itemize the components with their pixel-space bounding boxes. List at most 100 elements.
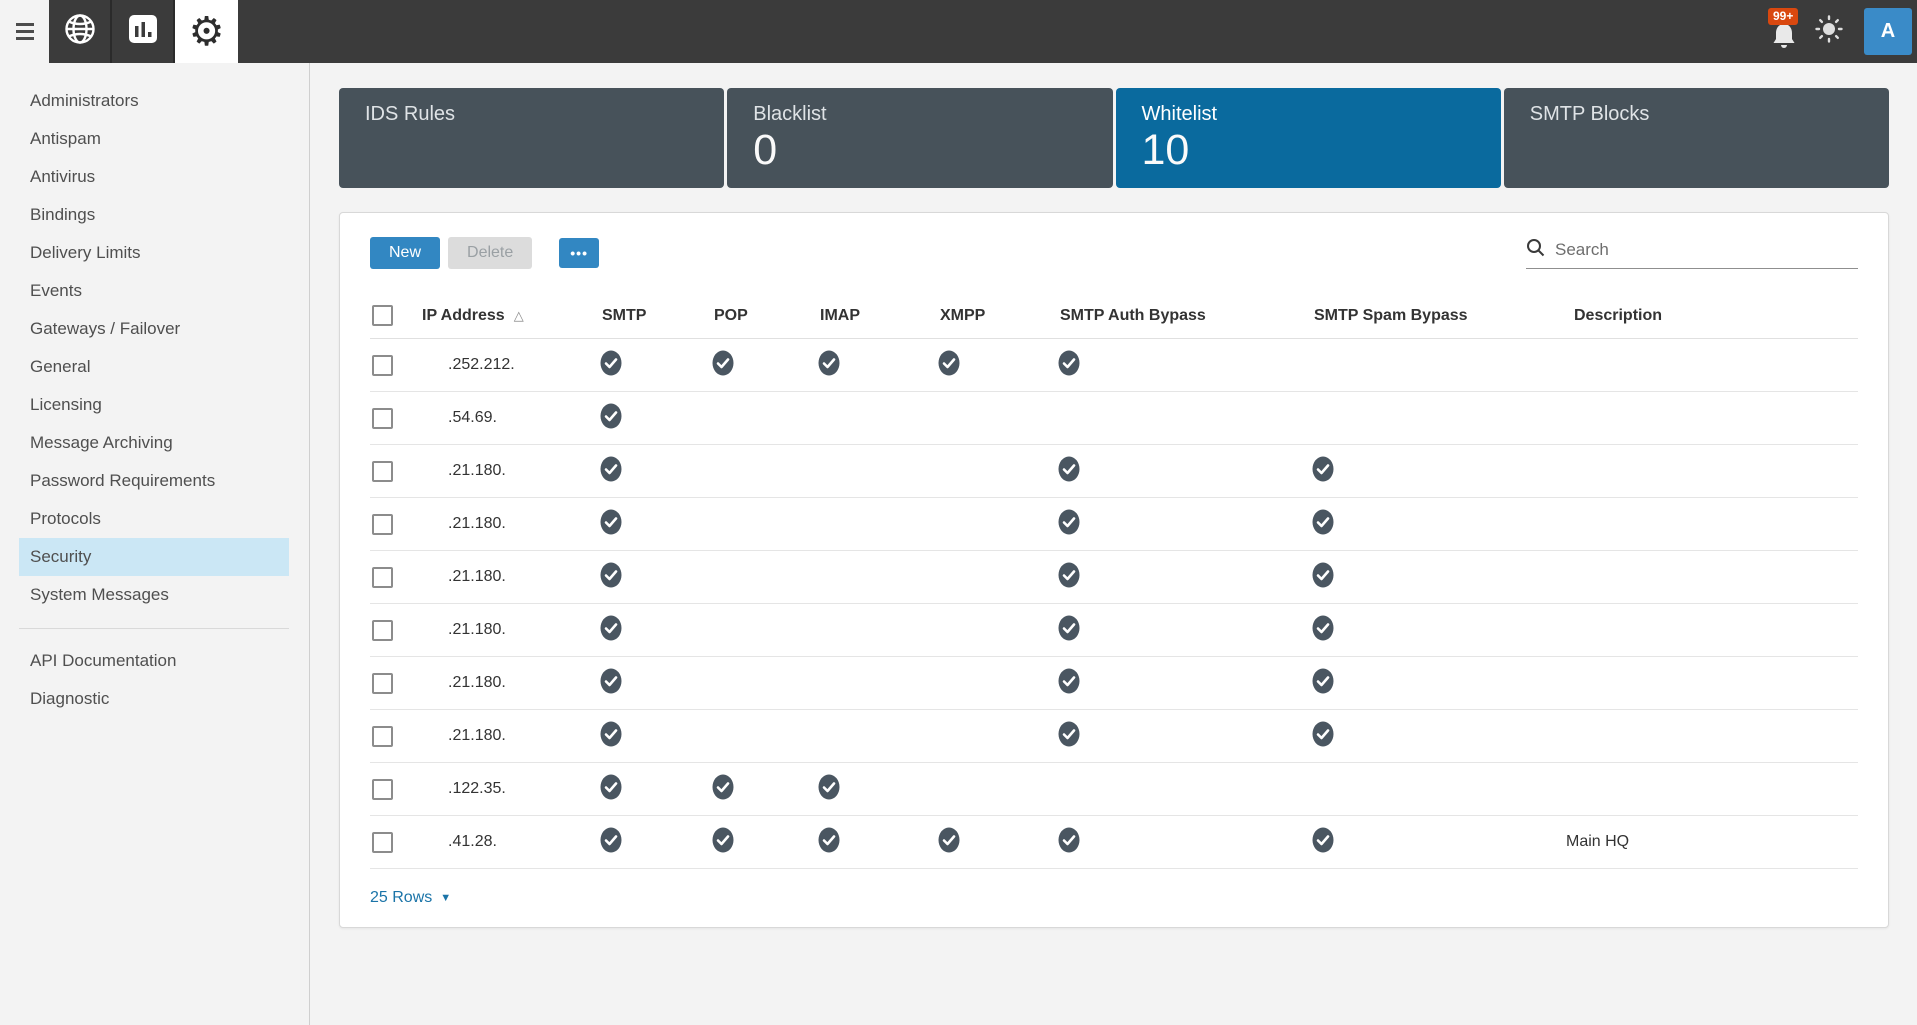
column-header-ip-address[interactable]: IP Address △	[422, 306, 524, 324]
column-header-xmpp[interactable]: XMPP	[940, 306, 986, 324]
sidebar-secondary-list: API Documentation Diagnostic	[0, 642, 309, 718]
column-header-pop[interactable]: POP	[714, 306, 748, 324]
auth-bypass-cell	[1046, 615, 1300, 646]
auth-bypass-cell	[1046, 456, 1300, 487]
row-checkbox[interactable]	[372, 831, 393, 853]
more-actions-button[interactable]: •••	[559, 238, 599, 268]
rows-per-page[interactable]: 25 Rows ▼	[370, 889, 451, 907]
table-row[interactable]: .41.28. Main HQ	[370, 816, 1858, 869]
check-icon	[938, 350, 960, 381]
sidebar-item-events[interactable]: Events	[30, 281, 82, 300]
sidebar-item-general[interactable]: General	[30, 357, 91, 376]
table-row[interactable]: .21.180.	[370, 710, 1858, 763]
table-header-row: IP Address △ SMTP POP IMAP XMPP SMTP Auth Bypa…	[370, 293, 1858, 339]
table-row[interactable]: .21.180.	[370, 657, 1858, 710]
column-header-imap[interactable]: IMAP	[820, 306, 860, 324]
select-all-checkbox[interactable]	[372, 305, 393, 326]
row-checkbox[interactable]	[372, 354, 393, 376]
sidebar-item-licensing[interactable]: Licensing	[30, 395, 102, 414]
ip-address-cell: .54.69.	[448, 409, 497, 426]
toolbar: New Delete •••	[370, 237, 1858, 269]
row-checkbox[interactable]	[372, 619, 393, 641]
spam-bypass-cell	[1300, 615, 1550, 646]
row-checkbox-cell	[370, 354, 418, 376]
tab-card-label: Whitelist	[1141, 103, 1218, 125]
table-row[interactable]: .54.69.	[370, 392, 1858, 445]
sidebar-item-diagnostic[interactable]: Diagnostic	[30, 689, 110, 708]
avatar[interactable]: A	[1864, 8, 1912, 55]
smtp-cell	[588, 668, 700, 699]
table-row[interactable]: .21.180.	[370, 551, 1858, 604]
new-button[interactable]: New	[370, 237, 441, 269]
sidebar-item-message-archiving[interactable]: Message Archiving	[30, 433, 173, 452]
sidebar-item-delivery-limits[interactable]: Delivery Limits	[30, 243, 141, 262]
tab-card-label: IDS Rules	[365, 103, 456, 125]
column-header-smtp-spam-bypass[interactable]: SMTP Spam Bypass	[1314, 306, 1468, 324]
sidebar-item-api-documentation[interactable]: API Documentation	[30, 651, 177, 670]
check-icon	[600, 668, 622, 699]
table-row[interactable]: .21.180.	[370, 604, 1858, 657]
top-nav: ⚙	[49, 0, 238, 63]
smtp-cell	[588, 562, 700, 593]
check-icon	[712, 774, 734, 805]
sidebar-item-protocols[interactable]: Protocols	[30, 509, 101, 528]
sidebar-item-security[interactable]: Security	[19, 538, 289, 576]
column-header-smtp-auth-bypass[interactable]: SMTP Auth Bypass	[1060, 306, 1206, 324]
ip-address-cell: .252.212.	[448, 356, 515, 373]
notifications-button[interactable]: 99+	[1768, 7, 1800, 51]
table-row[interactable]: .21.180.	[370, 498, 1858, 551]
row-checkbox-cell	[370, 460, 418, 482]
row-checkbox[interactable]	[372, 513, 393, 535]
tab-card-ids-rules[interactable]: IDS Rules	[339, 88, 725, 188]
row-checkbox-cell	[370, 778, 418, 800]
ip-address-cell: .21.180.	[448, 621, 506, 638]
smtp-cell	[588, 615, 700, 646]
row-checkbox-cell	[370, 725, 418, 747]
ip-address-cell: .21.180.	[448, 727, 506, 744]
sidebar-item-bindings[interactable]: Bindings	[30, 205, 96, 224]
tab-card-whitelist[interactable]: Whitelist 10	[1115, 88, 1501, 188]
pop-cell	[700, 827, 806, 858]
tab-card-smtp-blocks[interactable]: SMTP Blocks	[1503, 88, 1889, 188]
rows-per-page-label: 25 Rows	[370, 889, 433, 906]
tab-settings[interactable]: ⚙	[175, 0, 238, 63]
ip-address-cell: .21.180.	[448, 568, 506, 585]
sidebar-item-antivirus[interactable]: Antivirus	[30, 167, 96, 186]
smtp-cell	[588, 721, 700, 752]
table-row[interactable]: .252.212.	[370, 339, 1858, 392]
pop-cell	[700, 350, 806, 381]
sidebar-item-gateways-failover[interactable]: Gateways / Failover	[30, 319, 181, 338]
tab-card-blacklist[interactable]: Blacklist 0	[727, 88, 1113, 188]
check-icon	[938, 827, 960, 858]
tab-reports[interactable]	[112, 0, 175, 63]
row-checkbox[interactable]	[372, 725, 393, 747]
check-icon	[1312, 827, 1334, 858]
sidebar-item-system-messages[interactable]: System Messages	[30, 585, 169, 604]
row-checkbox[interactable]	[372, 778, 393, 800]
search-input[interactable]	[1555, 239, 1858, 260]
sort-ascending-icon: △	[513, 307, 524, 323]
category-tab-cards: IDS Rules Blacklist 0 Whitelist 10 SMTP Block…	[339, 88, 1889, 188]
theme-toggle-button[interactable]	[1814, 14, 1844, 49]
column-header-description[interactable]: Description	[1574, 306, 1663, 324]
check-icon	[1058, 668, 1080, 699]
xmpp-cell	[926, 827, 1046, 858]
tab-webmail[interactable]	[49, 0, 112, 63]
delete-button[interactable]: Delete	[448, 237, 533, 269]
table-row[interactable]: .21.180.	[370, 445, 1858, 498]
row-checkbox[interactable]	[372, 566, 393, 588]
sidebar-item-antispam[interactable]: Antispam	[30, 129, 101, 148]
check-icon	[600, 827, 622, 858]
row-checkbox[interactable]	[372, 460, 393, 482]
sidebar-item-password-requirements[interactable]: Password Requirements	[30, 471, 216, 490]
tab-card-label: SMTP Blocks	[1529, 103, 1650, 125]
row-checkbox[interactable]	[372, 407, 393, 429]
check-icon	[600, 721, 622, 752]
column-header-smtp[interactable]: SMTP	[602, 306, 647, 324]
sidebar-item-administrators[interactable]: Administrators	[30, 91, 139, 110]
hamburger-menu-button[interactable]	[0, 0, 49, 63]
table-row[interactable]: .122.35.	[370, 763, 1858, 816]
row-checkbox-cell	[370, 672, 418, 694]
spam-bypass-cell	[1300, 721, 1550, 752]
row-checkbox[interactable]	[372, 672, 393, 694]
